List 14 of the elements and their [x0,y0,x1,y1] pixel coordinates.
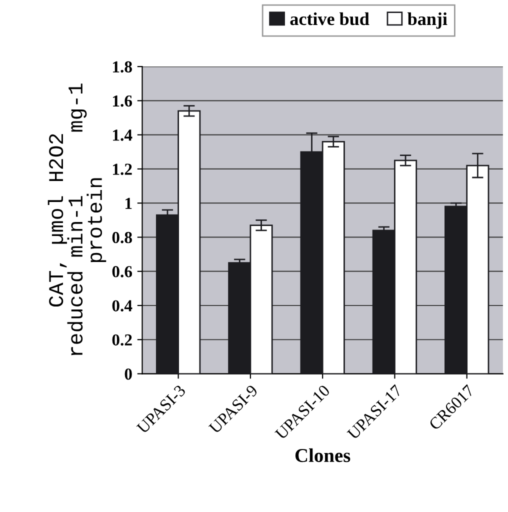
y-tick-label: 0 [124,368,132,380]
y-tick-label: 1.4 [113,130,132,141]
y-axis-title: CAT, µmol H2O2 reduced min-1 mg-1 protein [48,84,106,356]
y-tick-label: 0.8 [112,232,132,244]
y-tick-label: 1.2 [113,164,132,175]
x-axis-title: Clones [295,448,350,462]
y-tick-label: 1.6 [113,95,132,107]
y-tick-label: 0.2 [112,334,132,346]
legend-label: active bud [290,12,370,26]
y-tick-label: 0.6 [112,266,132,278]
y-tick-label: 1 [126,198,132,209]
y-tick-label: 0.4 [112,300,132,312]
y-tick-label: 1.8 [113,61,132,73]
legend-label: banji [408,12,448,29]
